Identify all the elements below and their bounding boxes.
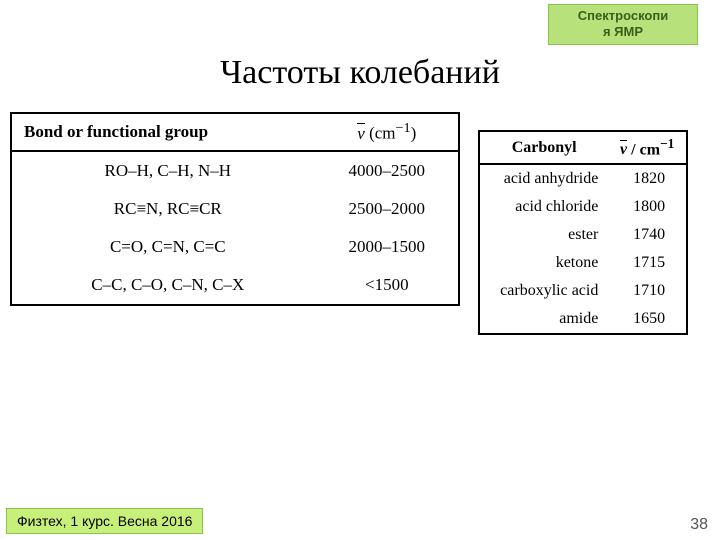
left-header-bond: Bond or functional group bbox=[11, 113, 316, 151]
carbonyl-cell: amide bbox=[479, 305, 608, 334]
bond-group-table: Bond or functional group ν (cm−1) RO–H, … bbox=[10, 112, 460, 306]
carbonyl-cell: acid anhydride bbox=[479, 164, 608, 193]
table-row: amide 1650 bbox=[479, 305, 687, 334]
right-header-carbonyl: Carbonyl bbox=[479, 131, 608, 164]
bond-cell: C–C, C–O, C–N, C–X bbox=[11, 266, 316, 305]
table-row: RC≡N, RC≡CR 2500–2000 bbox=[11, 190, 459, 228]
page-number: 38 bbox=[690, 516, 708, 534]
carbonyl-cell: ketone bbox=[479, 249, 608, 277]
table-row: ketone 1715 bbox=[479, 249, 687, 277]
value-cell: 2000–1500 bbox=[316, 228, 459, 266]
slide-title: Частоты колебаний bbox=[0, 54, 720, 92]
value-cell: 2500–2000 bbox=[316, 190, 459, 228]
carbonyl-table: Carbonyl ν / cm−1 acid anhydride 1820 ac… bbox=[478, 130, 688, 335]
value-cell: 1715 bbox=[608, 249, 687, 277]
value-cell: 1820 bbox=[608, 164, 687, 193]
value-cell: 4000–2500 bbox=[316, 151, 459, 190]
table-row: RO–H, C–H, N–H 4000–2500 bbox=[11, 151, 459, 190]
badge-line1: Спектроскопи bbox=[578, 8, 668, 23]
nu-tilde-symbol: ν bbox=[620, 141, 627, 159]
left-header-wavenumber: ν (cm−1) bbox=[316, 113, 459, 151]
value-cell: 1650 bbox=[608, 305, 687, 334]
table-row: carboxylic acid 1710 bbox=[479, 277, 687, 305]
value-cell: 1800 bbox=[608, 193, 687, 221]
table-row: acid anhydride 1820 bbox=[479, 164, 687, 193]
bond-cell: C=O, C=N, C=C bbox=[11, 228, 316, 266]
table-row: acid chloride 1800 bbox=[479, 193, 687, 221]
table-row: C=O, C=N, C=C 2000–1500 bbox=[11, 228, 459, 266]
nu-tilde-symbol: ν bbox=[357, 124, 365, 144]
value-cell: 1740 bbox=[608, 221, 687, 249]
carbonyl-cell: carboxylic acid bbox=[479, 277, 608, 305]
course-topic-badge: Спектроскопи я ЯМР bbox=[548, 4, 698, 45]
bond-cell: RO–H, C–H, N–H bbox=[11, 151, 316, 190]
table-row: ester 1740 bbox=[479, 221, 687, 249]
table-row: C–C, C–O, C–N, C–X <1500 bbox=[11, 266, 459, 305]
carbonyl-cell: acid chloride bbox=[479, 193, 608, 221]
carbonyl-cell: ester bbox=[479, 221, 608, 249]
value-cell: <1500 bbox=[316, 266, 459, 305]
value-cell: 1710 bbox=[608, 277, 687, 305]
badge-line2: я ЯМР bbox=[603, 24, 643, 39]
right-header-wavenumber: ν / cm−1 bbox=[608, 131, 687, 164]
course-footer-badge: Физтех, 1 курс. Весна 2016 bbox=[6, 508, 203, 534]
bond-cell: RC≡N, RC≡CR bbox=[11, 190, 316, 228]
tables-container: Bond or functional group ν (cm−1) RO–H, … bbox=[10, 112, 710, 335]
